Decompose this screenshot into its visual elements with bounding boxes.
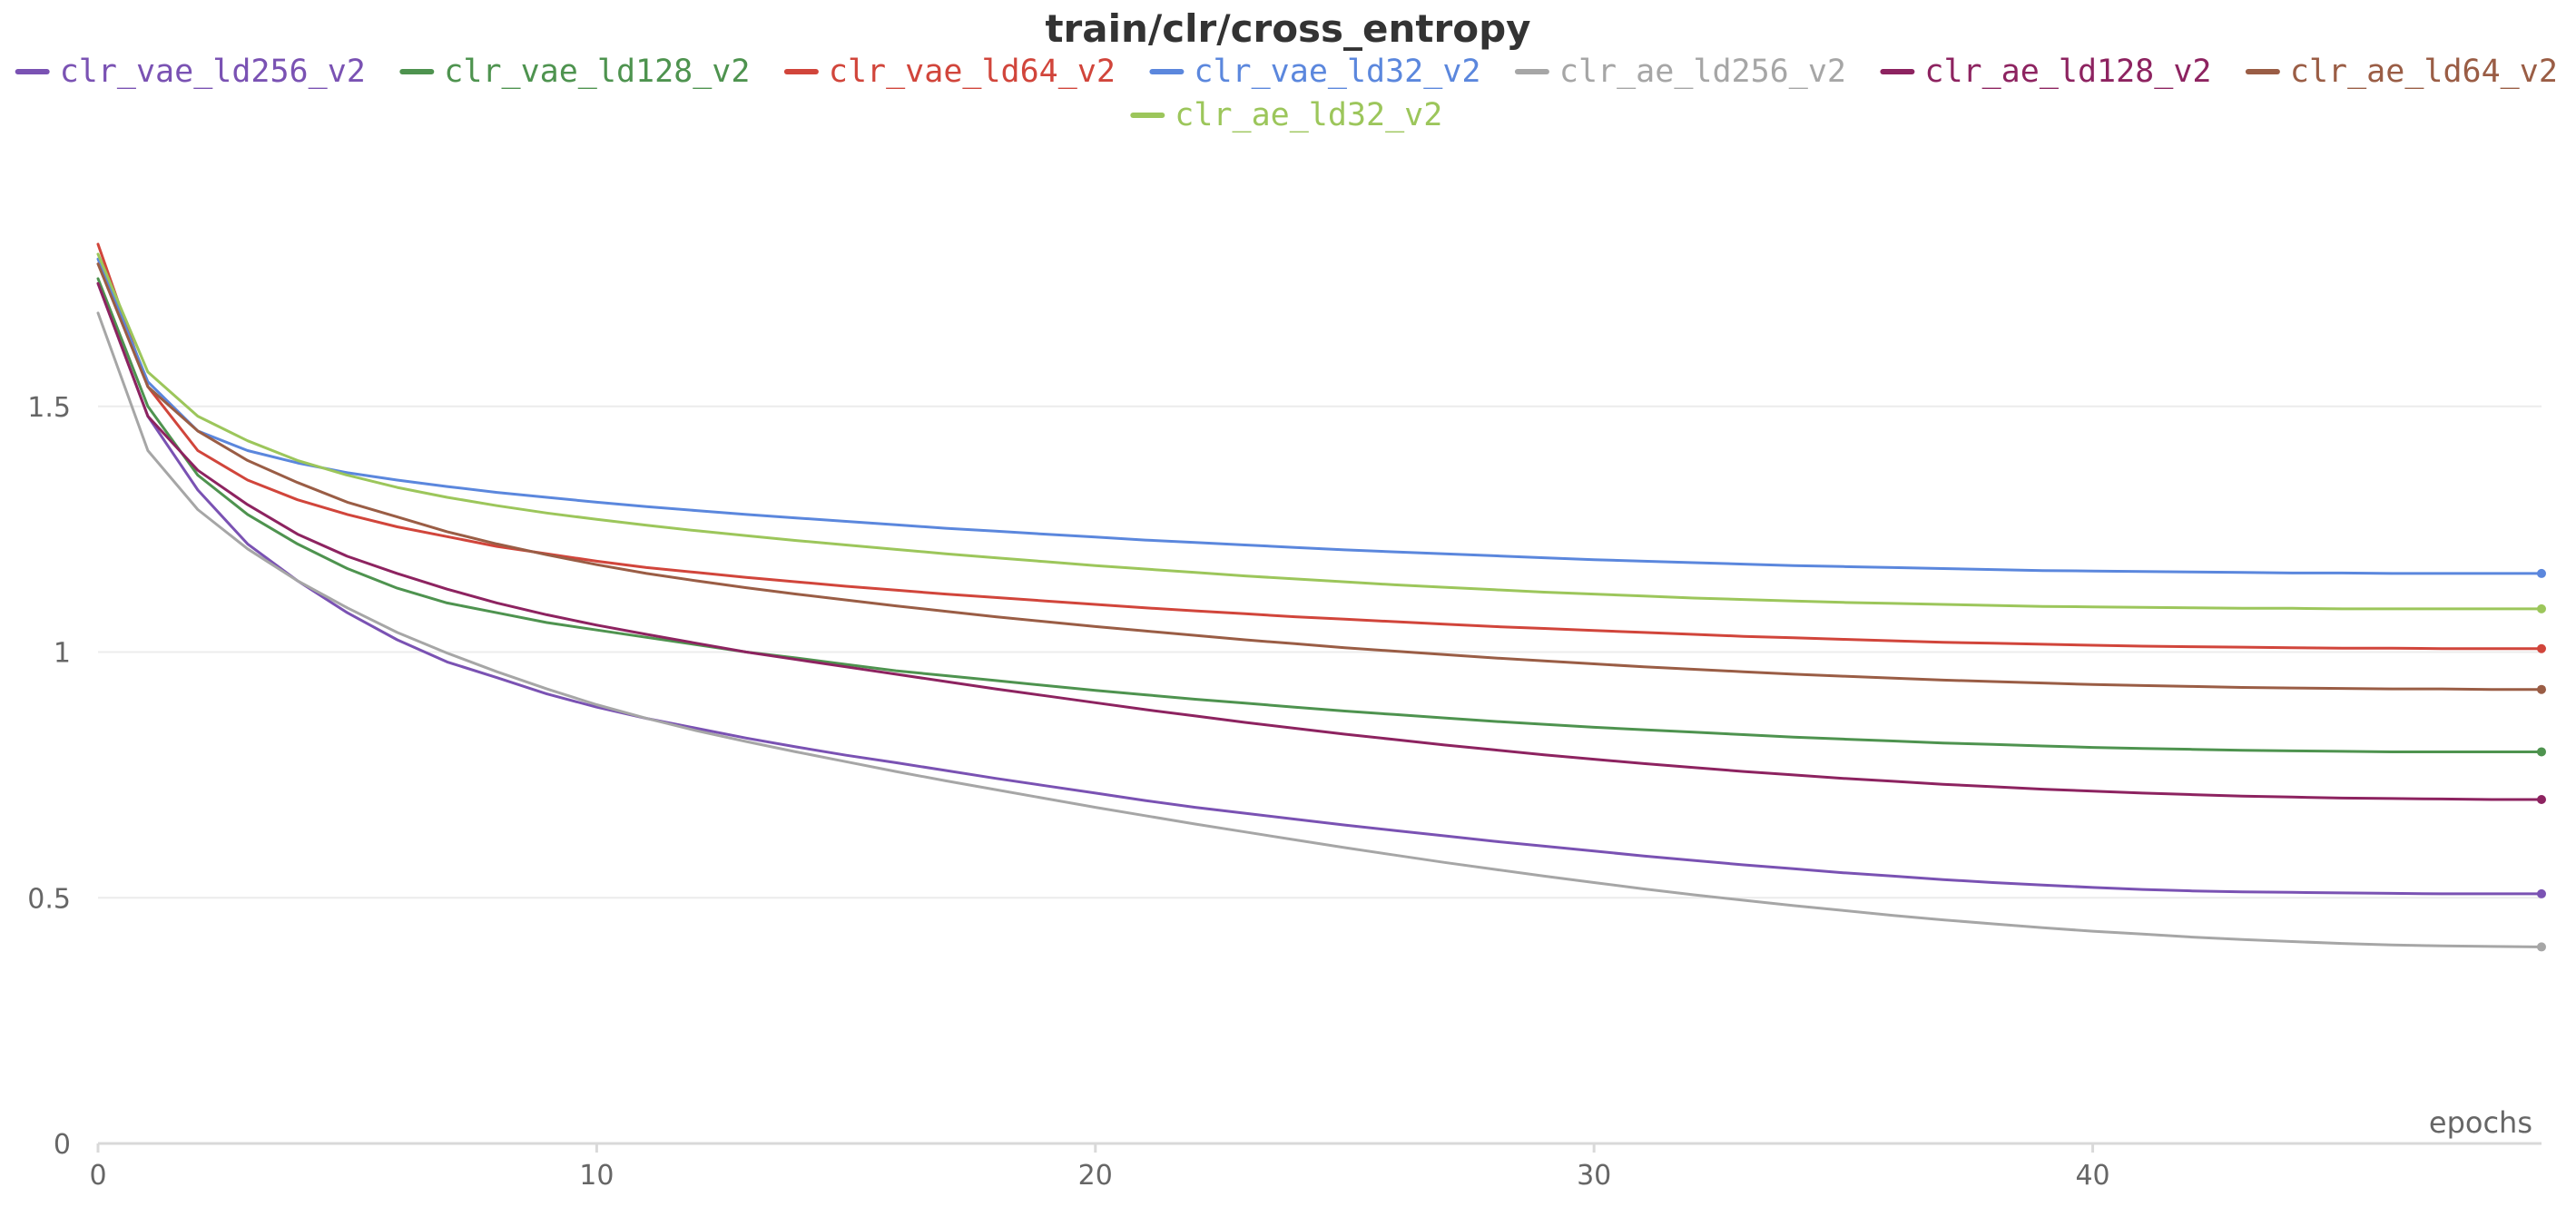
legend-item[interactable]: clr_ae_ld64_v2 (2245, 54, 2558, 90)
legend-item[interactable]: clr_ae_ld256_v2 (1514, 54, 1846, 90)
x-tick-label: 10 (579, 1160, 614, 1192)
y-tick-label: 0 (54, 1129, 71, 1161)
series-end-point (2537, 942, 2546, 952)
x-axis: 0 10 20 30 40 (89, 1142, 2542, 1192)
series-line (96, 277, 2543, 753)
x-tick-label: 30 (1577, 1160, 1611, 1192)
legend-label: clr_vae_ld64_v2 (829, 54, 1116, 90)
legend-label: clr_ae_ld256_v2 (1559, 54, 1846, 90)
legend-item[interactable]: clr_vae_ld32_v2 (1149, 54, 1480, 90)
x-tick-label: 20 (1078, 1160, 1113, 1192)
series-clr_ae_ld64_v2 (96, 262, 2546, 694)
series-line (96, 311, 2543, 948)
x-tick-label: 0 (89, 1160, 106, 1192)
series-end-point (2537, 604, 2546, 613)
y-tick-label: 1.5 (27, 392, 71, 424)
legend-item[interactable]: clr_vae_ld64_v2 (783, 54, 1116, 90)
series-line (96, 281, 2543, 896)
legend-item[interactable]: clr_ae_ld128_v2 (1880, 54, 2211, 90)
series-line (96, 242, 2543, 651)
series-line (96, 281, 2543, 801)
series-line (96, 257, 2543, 575)
legend-item[interactable]: clr_vae_ld256_v2 (15, 54, 366, 90)
legend-label: clr_ae_ld64_v2 (2290, 54, 2558, 90)
legend-label: clr_vae_ld128_v2 (444, 54, 750, 90)
chart-title: train/clr/cross_entropy (1045, 6, 1530, 51)
grid (98, 405, 2542, 899)
series-line (96, 252, 2543, 611)
series-clr_ae_ld32_v2 (96, 252, 2546, 613)
y-tick-label: 0.5 (27, 883, 71, 915)
series-end-point (2537, 684, 2546, 694)
series-clr_ae_ld128_v2 (96, 281, 2546, 804)
plot-area (96, 242, 2546, 952)
series-clr_ae_ld256_v2 (96, 311, 2546, 952)
y-axis: 0 0.5 1 1.5 (27, 392, 71, 1161)
legend-label: clr_ae_ld128_v2 (1924, 54, 2211, 90)
legend-item[interactable]: clr_vae_ld128_v2 (399, 54, 750, 90)
series-line (96, 262, 2543, 692)
series-end-point (2537, 568, 2546, 578)
series-end-point (2537, 794, 2546, 804)
series-end-point (2537, 643, 2546, 653)
legend-label: clr_vae_ld256_v2 (60, 54, 366, 90)
x-tick-label: 40 (2075, 1160, 2109, 1192)
legend-label: clr_vae_ld32_v2 (1194, 54, 1480, 90)
y-tick-label: 1 (54, 638, 71, 670)
series-clr_vae_ld32_v2 (96, 257, 2546, 578)
series-clr_vae_ld64_v2 (96, 242, 2546, 653)
series-end-point (2537, 888, 2546, 898)
series-clr_vae_ld128_v2 (96, 277, 2546, 757)
legend-label: clr_ae_ld32_v2 (1175, 97, 1442, 133)
series-clr_vae_ld256_v2 (96, 281, 2546, 898)
legend: clr_vae_ld256_v2 clr_vae_ld128_v2 clr_vae_… (15, 54, 2558, 133)
series-end-point (2537, 747, 2546, 757)
legend-item[interactable]: clr_ae_ld32_v2 (1130, 97, 1442, 133)
x-axis-label: epochs (2429, 1105, 2532, 1140)
